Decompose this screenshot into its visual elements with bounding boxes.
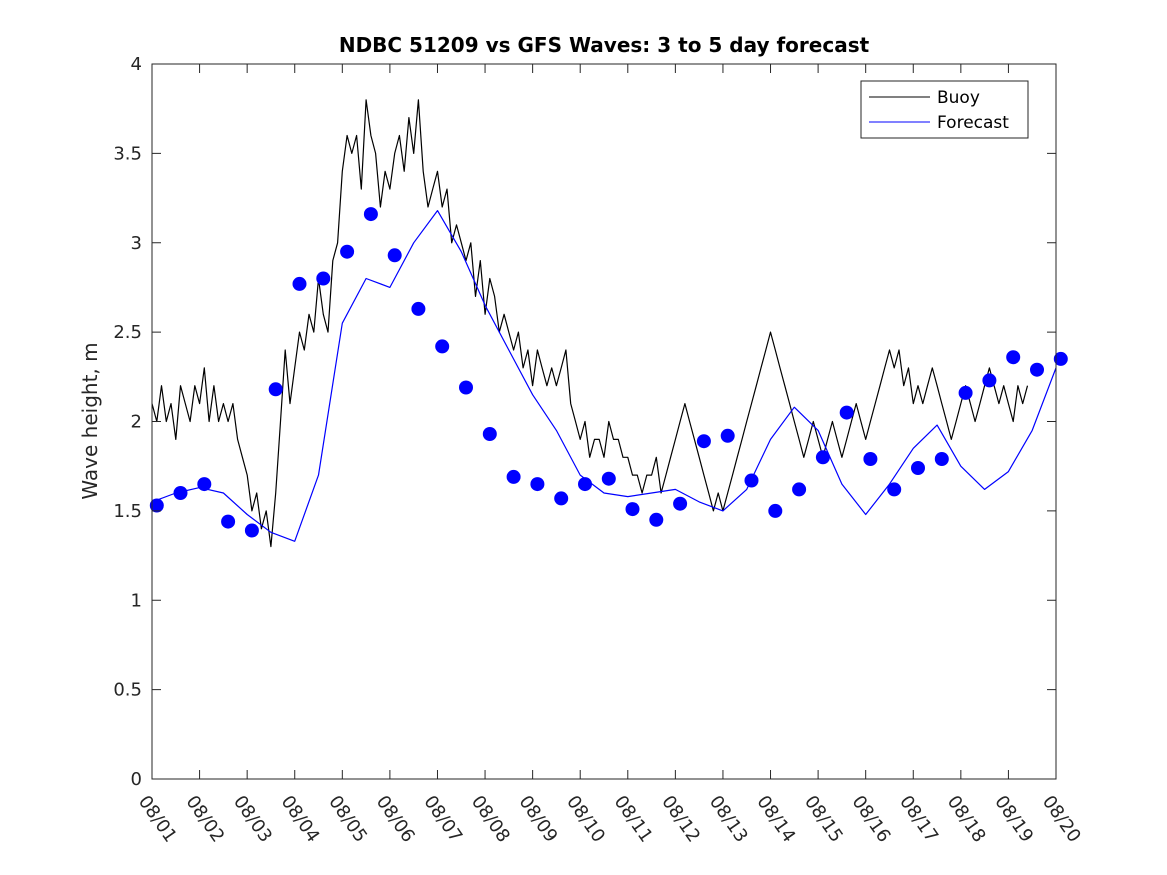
forecast-marker [316, 271, 331, 286]
forecast-marker [911, 461, 925, 475]
legend: Buoy Forecast [860, 80, 1029, 139]
forecast-marker [506, 469, 521, 484]
forecast-marker [982, 373, 997, 388]
forecast-marker [363, 207, 378, 222]
x-tick-label: 08/03 [229, 792, 276, 847]
legend-forecast-label: Forecast [937, 113, 1009, 133]
forecast-marker [173, 486, 188, 500]
forecast-marker [459, 380, 473, 395]
y-tick-label: 3 [131, 233, 142, 254]
legend-buoy-label: Buoy [937, 88, 980, 108]
x-tick-label: 08/12 [657, 792, 704, 847]
forecast-marker [673, 496, 688, 511]
forecast-marker [601, 471, 616, 486]
forecast-marker [554, 491, 569, 506]
x-tick-label: 08/15 [800, 792, 847, 847]
forecast-marker [149, 498, 164, 513]
forecast-marker [815, 450, 830, 465]
forecast-marker [744, 473, 759, 488]
forecast-marker [435, 339, 450, 354]
forecast-marker [720, 428, 735, 443]
x-tick-label: 08/01 [134, 792, 181, 847]
forecast-marker [768, 503, 783, 518]
x-tick-label: 08/16 [848, 792, 895, 847]
forecast-marker [1006, 350, 1021, 365]
x-tick-label: 08/02 [181, 792, 228, 847]
x-tick-label: 08/20 [1038, 792, 1085, 847]
forecast-marker [792, 482, 807, 497]
forecast-marker [887, 482, 902, 497]
x-tick-label: 08/07 [419, 792, 466, 847]
y-tick-label: 0.5 [113, 680, 142, 701]
y-tick-label: 1.5 [113, 501, 142, 522]
y-tick-label: 0 [131, 769, 142, 790]
forecast-line [151, 210, 1057, 542]
forecast-marker [482, 427, 497, 441]
forecast-marker [244, 523, 259, 538]
x-tick-label: 08/08 [467, 792, 514, 847]
forecast-marker [268, 382, 283, 397]
y-tick-label: 2.5 [113, 322, 142, 343]
forecast-marker [1030, 362, 1044, 377]
x-tick-label: 08/11 [610, 792, 657, 847]
x-tick-label: 08/10 [562, 792, 609, 847]
forecast-marker [696, 434, 711, 449]
forecast-marker [578, 477, 592, 492]
x-tick-label: 08/18 [943, 792, 990, 847]
forecast-marker [934, 452, 949, 466]
forecast-marker [387, 248, 402, 263]
y-tick-label: 4 [131, 54, 142, 75]
forecast-marker [292, 276, 307, 291]
x-tick-label: 08/04 [277, 792, 324, 847]
chart-title: NDBC 51209 vs GFS Waves: 3 to 5 day fore… [339, 33, 870, 57]
forecast-marker [530, 477, 545, 492]
forecast-marker [958, 385, 973, 400]
forecast-marker [221, 514, 236, 529]
x-tick-label: 08/19 [990, 792, 1037, 847]
y-tick-label: 1 [131, 590, 142, 611]
forecast-marker [340, 244, 355, 259]
x-tick-label: 08/17 [895, 792, 942, 847]
x-tick-label: 08/05 [324, 792, 371, 847]
y-axis-label: Wave height, m [78, 342, 102, 499]
x-tick-label: 08/06 [372, 792, 419, 847]
x-tick-label: 08/14 [752, 792, 799, 847]
forecast-marker [649, 512, 664, 527]
buoy-line [151, 99, 1029, 548]
forecast-marker [625, 502, 640, 517]
y-tick-label: 3.5 [113, 143, 142, 164]
forecast-marker [863, 452, 878, 466]
forecast-marker [839, 405, 854, 420]
x-tick-label: 08/13 [705, 792, 752, 847]
y-tick-label: 2 [131, 412, 142, 433]
x-tick-label: 08/09 [515, 792, 562, 847]
legend-box [860, 80, 1029, 139]
forecast-marker [197, 477, 212, 492]
plot-area [151, 63, 1057, 780]
forecast-marker [411, 301, 426, 316]
forecast-marker [1053, 351, 1068, 366]
